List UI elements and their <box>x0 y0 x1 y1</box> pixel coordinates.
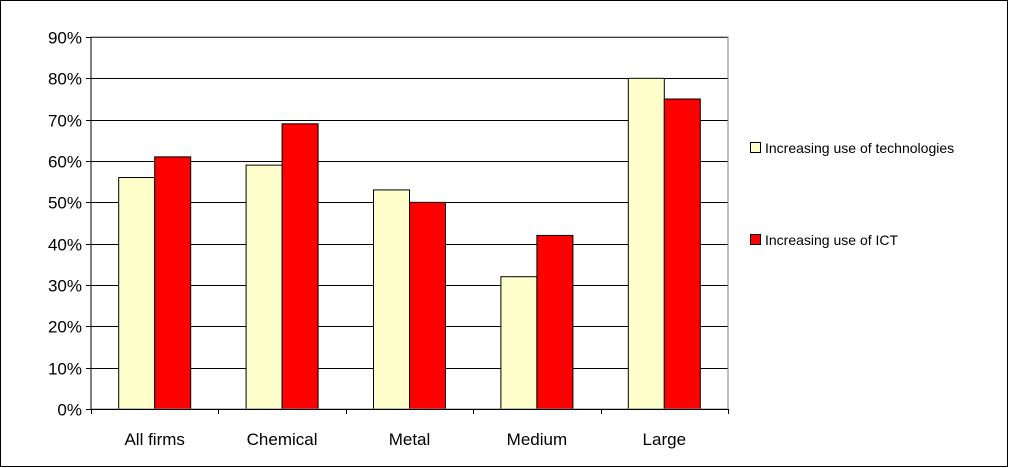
bar-ict <box>663 98 701 410</box>
x-category-label: Large <box>643 430 686 449</box>
legend-label: Increasing use of ICT <box>765 232 899 248</box>
bar-technologies <box>245 164 283 410</box>
y-axis: 0% 10% 20% 30% 40% 50% 60% 70% 80% 90% <box>48 29 92 420</box>
bar-ict <box>536 234 574 410</box>
y-tick-label: 70% <box>48 112 82 131</box>
y-tick-label: 20% <box>48 318 82 337</box>
x-category-label: Chemical <box>247 430 318 449</box>
bar-technologies <box>627 77 665 410</box>
bar-ict <box>409 201 446 410</box>
bar-ict <box>154 156 192 410</box>
y-tick-label: 30% <box>48 277 82 296</box>
bars <box>118 77 701 410</box>
y-tick-label: 0% <box>57 401 82 420</box>
plot-area: 0% 10% 20% 30% 40% 50% 60% 70% 80% 90% All firms C… <box>48 29 729 449</box>
x-category-label: All firms <box>124 430 184 449</box>
y-tick-label: 60% <box>48 153 82 172</box>
legend-swatch <box>750 142 761 153</box>
x-category-label: Medium <box>507 430 567 449</box>
x-category-label: Metal <box>389 430 431 449</box>
x-axis: All firms Chemical Metal Medium Large <box>91 409 729 449</box>
y-tick-label: 10% <box>48 360 82 379</box>
legend-swatch <box>750 234 761 245</box>
legend-label: Increasing use of technologies <box>765 140 954 156</box>
y-tick-label: 90% <box>48 29 82 48</box>
y-tick-label: 80% <box>48 70 82 89</box>
bar-technologies <box>373 189 410 410</box>
bar-technologies <box>118 177 156 410</box>
bar-ict <box>281 123 319 410</box>
bar-technologies <box>500 276 538 410</box>
legend: Increasing use of technologies Increasing… <box>750 140 954 248</box>
y-tick-label: 40% <box>48 236 82 255</box>
y-tick-label: 50% <box>48 194 82 213</box>
